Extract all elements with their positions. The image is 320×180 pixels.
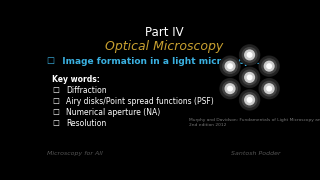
Circle shape — [267, 64, 271, 68]
Circle shape — [225, 61, 235, 71]
Circle shape — [247, 98, 252, 102]
Circle shape — [259, 79, 279, 99]
Text: ☐: ☐ — [52, 108, 59, 117]
Text: Airy disks/Point spread functions (PSF): Airy disks/Point spread functions (PSF) — [66, 97, 214, 106]
Circle shape — [240, 68, 259, 87]
Text: Optical Microscopy: Optical Microscopy — [105, 40, 223, 53]
Text: ☐: ☐ — [52, 86, 59, 95]
Text: Santosh Podder: Santosh Podder — [231, 151, 281, 156]
Circle shape — [240, 90, 259, 109]
Text: Key words:: Key words: — [52, 75, 100, 84]
Circle shape — [220, 79, 240, 98]
Text: Murphy and Davidson: Fundamentals of Light Microscopy and Electronic Imaging,
2n: Murphy and Davidson: Fundamentals of Lig… — [189, 118, 320, 127]
Circle shape — [223, 59, 237, 73]
Circle shape — [220, 79, 240, 99]
Circle shape — [240, 45, 260, 65]
Circle shape — [245, 50, 254, 60]
Circle shape — [228, 86, 232, 91]
Circle shape — [267, 86, 271, 91]
Text: ☐: ☐ — [46, 57, 54, 66]
Text: Resolution: Resolution — [66, 119, 106, 128]
Text: ☐: ☐ — [52, 97, 59, 106]
Circle shape — [262, 59, 276, 73]
Circle shape — [264, 84, 274, 93]
Circle shape — [240, 90, 260, 110]
Text: Microscopy for All: Microscopy for All — [47, 151, 103, 156]
Text: Image formation in a light microscope.: Image formation in a light microscope. — [56, 57, 260, 66]
Circle shape — [259, 56, 279, 76]
Circle shape — [225, 84, 235, 93]
Circle shape — [247, 75, 252, 80]
Circle shape — [245, 73, 254, 82]
Text: Part IV: Part IV — [145, 26, 183, 39]
Circle shape — [247, 53, 252, 57]
Circle shape — [264, 61, 274, 71]
Text: Numerical aperture (NA): Numerical aperture (NA) — [66, 108, 160, 117]
Circle shape — [220, 56, 240, 76]
Circle shape — [260, 79, 279, 98]
Circle shape — [242, 70, 257, 85]
Circle shape — [220, 57, 240, 76]
Circle shape — [228, 64, 232, 68]
Text: ☐: ☐ — [52, 119, 59, 128]
Circle shape — [262, 81, 276, 96]
Circle shape — [240, 45, 259, 64]
Circle shape — [245, 95, 254, 105]
Circle shape — [260, 57, 279, 76]
Circle shape — [223, 81, 237, 96]
Text: Diffraction: Diffraction — [66, 86, 107, 95]
Circle shape — [240, 67, 260, 87]
Circle shape — [242, 48, 257, 62]
Circle shape — [242, 93, 257, 107]
